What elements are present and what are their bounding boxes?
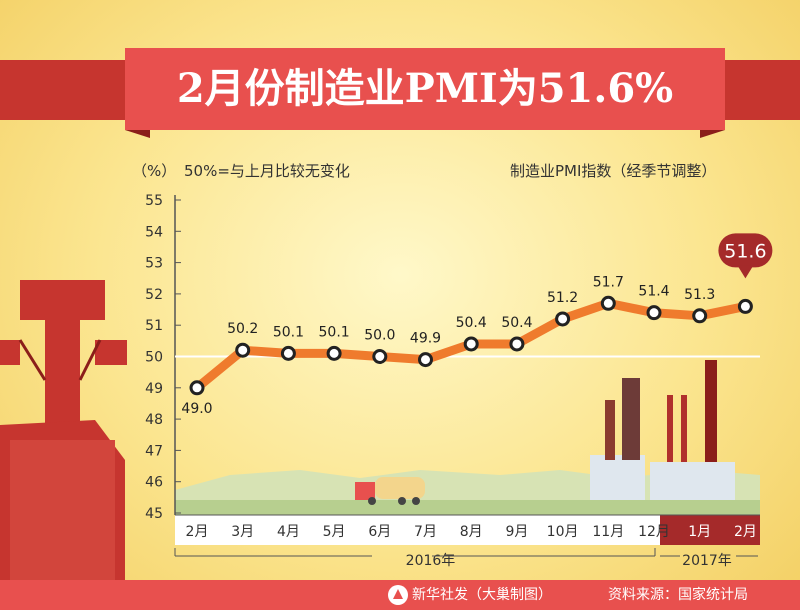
data-point — [600, 295, 616, 311]
data-label: 50.4 — [456, 315, 487, 331]
footer-credit: 新华社发（大巢制图） — [412, 587, 552, 603]
x-tick-label: 8月 — [460, 524, 483, 540]
data-label: 50.2 — [227, 321, 258, 337]
data-point — [235, 342, 251, 358]
latest-value-callout-pointer — [737, 265, 754, 279]
data-point — [737, 298, 753, 314]
data-label: 51.6 — [724, 240, 766, 262]
x-tick-label: 7月 — [414, 524, 437, 540]
data-point — [280, 345, 296, 361]
y-tick-label: 49 — [145, 381, 163, 397]
y-tick-label: 53 — [145, 256, 163, 272]
data-label: 49.9 — [410, 331, 441, 347]
y-tick-label: 48 — [145, 412, 163, 428]
y-tick-label: 47 — [145, 443, 163, 459]
data-label: 51.3 — [684, 287, 715, 303]
footer-bar: 新华社发（大巢制图） 资料来源：国家统计局 — [0, 580, 800, 610]
data-label: 49.0 — [181, 401, 212, 417]
data-point — [418, 352, 433, 368]
x-tick-label: 10月 — [547, 524, 579, 540]
x-tick-label: 5月 — [323, 524, 346, 540]
x-tick-label: 2月 — [186, 524, 209, 540]
data-label: 51.4 — [638, 284, 669, 300]
y-tick-label: 46 — [145, 475, 163, 491]
y-tick-label: 51 — [145, 318, 163, 334]
x-tick-label: 9月 — [505, 524, 528, 540]
data-point — [555, 311, 571, 327]
y-tick-label: 54 — [145, 224, 163, 240]
x-tick-label: 2月 — [734, 524, 757, 540]
x-tick-label: 4月 — [277, 524, 300, 540]
data-point — [509, 336, 525, 352]
y-tick-label: 55 — [145, 193, 163, 209]
data-point — [372, 349, 388, 364]
footer-source: 资料来源：国家统计局 — [608, 587, 748, 603]
data-point — [189, 380, 205, 396]
x-tick-label: 11月 — [592, 524, 624, 540]
landscape-background — [175, 360, 760, 515]
latest-value-callout — [718, 233, 773, 268]
data-label: 50.4 — [501, 315, 532, 331]
chart-title: 2月份制造业PMI为51.6% — [176, 65, 674, 112]
data-point — [463, 336, 479, 352]
reference-note: 50%=与上月比较无变化 — [184, 162, 350, 180]
data-point — [326, 345, 342, 361]
x-axis-band-2016 — [175, 515, 660, 545]
plot-area: 45 46 47 48 49 50 51 52 53 54 55 2月 3月 4月 5月 6月 7月 8月 9月 10… — [145, 193, 773, 569]
data-label: 51.2 — [547, 290, 578, 306]
year-label-2017: 2017年 — [682, 553, 732, 569]
x-tick-label: 6月 — [368, 524, 391, 540]
x-tick-label: 12月 — [638, 524, 670, 540]
data-label: 50.1 — [273, 324, 304, 340]
x-tick-label: 1月 — [688, 524, 711, 540]
y-tick-label: 52 — [145, 287, 163, 303]
data-point — [646, 305, 662, 321]
title-banner — [0, 48, 800, 138]
series-label: 制造业PMI指数（经季节调整） — [510, 162, 717, 180]
factory-illustration-left — [0, 280, 127, 580]
y-axis-unit-label: （%） — [132, 162, 177, 180]
y-tick-label: 50 — [145, 350, 163, 366]
year-label-2016: 2016年 — [406, 553, 456, 569]
data-label: 50.0 — [364, 328, 395, 344]
xinhua-logo-icon — [388, 585, 408, 605]
x-tick-label: 3月 — [231, 524, 254, 540]
data-label: 50.1 — [319, 324, 350, 340]
data-label: 51.7 — [593, 274, 624, 290]
data-point — [692, 308, 708, 324]
y-tick-label: 45 — [145, 506, 163, 522]
x-axis-band-2017 — [660, 515, 760, 545]
